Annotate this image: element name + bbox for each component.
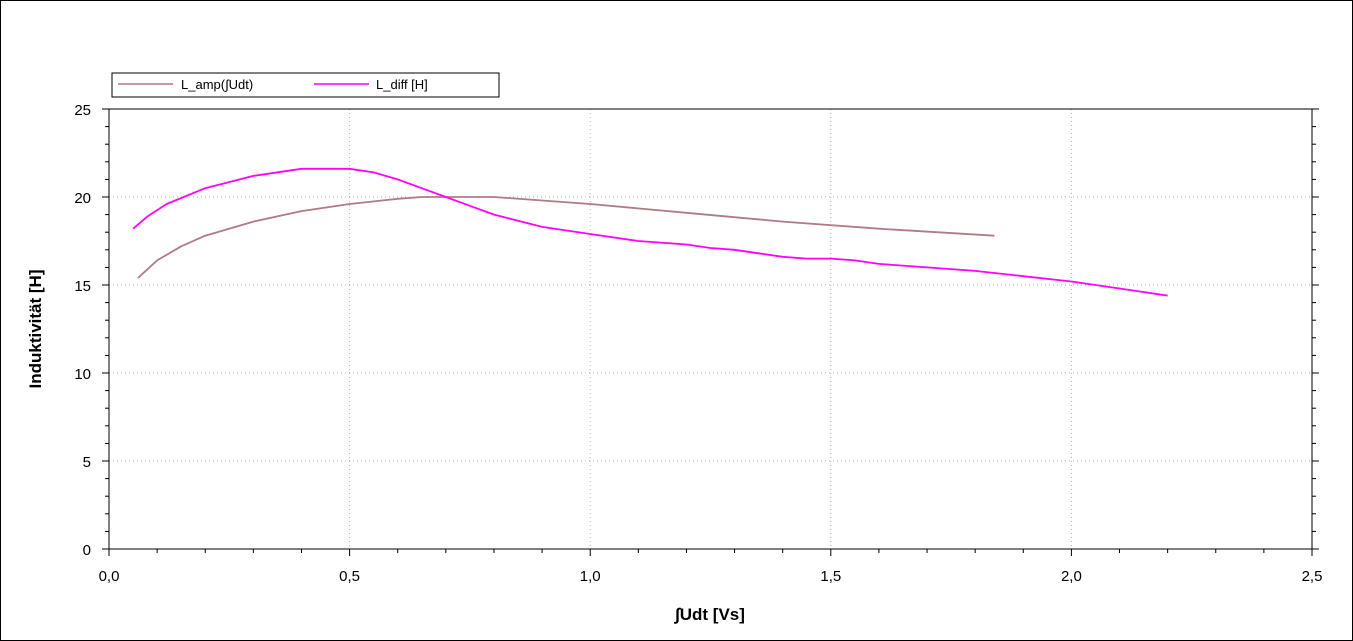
plot-area-border [108, 108, 1313, 550]
series-line-l-diff [132, 167, 1168, 297]
x-tick-label: 1,5 [820, 568, 841, 585]
x-tick-label: 2,0 [1061, 568, 1082, 585]
x-tick-label: 1,0 [580, 568, 601, 585]
legend-box [111, 72, 500, 98]
legend-label-l-diff: L_diff [H] [376, 77, 428, 92]
axis-ticks [102, 108, 1319, 556]
legend: L_amp(∫Udt) L_diff [H] [111, 72, 500, 98]
y-tick-label: 20 [74, 190, 91, 207]
grid [109, 109, 1312, 549]
y-tick-label: 15 [74, 278, 91, 295]
y-tick-label: 5 [83, 454, 91, 471]
y-tick-label: 10 [74, 366, 91, 383]
legend-label-l-amp: L_amp(∫Udt) [181, 77, 253, 92]
tick-labels: 0,0 0,5 1,0 1,5 2,0 2,5 0 5 10 15 20 25 [74, 102, 1322, 585]
series-layer [132, 167, 1168, 297]
y-tick-label: 0 [83, 542, 91, 559]
x-tick-label: 2,5 [1302, 568, 1323, 585]
x-axis-title: ∫Udt [Vs] [673, 605, 745, 624]
x-tick-label: 0,0 [99, 568, 120, 585]
series-line-l-amp [137, 196, 995, 279]
y-axis-title: Induktivität [H] [26, 270, 45, 389]
y-tick-label: 25 [74, 102, 91, 119]
x-tick-label: 0,5 [339, 568, 360, 585]
